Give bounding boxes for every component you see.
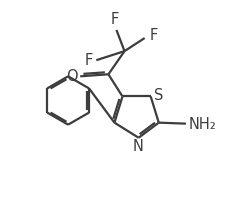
Text: NH₂: NH₂ <box>189 116 217 131</box>
Text: S: S <box>154 88 163 102</box>
Text: O: O <box>66 69 78 84</box>
Text: F: F <box>111 12 119 26</box>
Text: F: F <box>150 28 158 43</box>
Text: N: N <box>132 138 143 153</box>
Text: F: F <box>85 53 93 67</box>
